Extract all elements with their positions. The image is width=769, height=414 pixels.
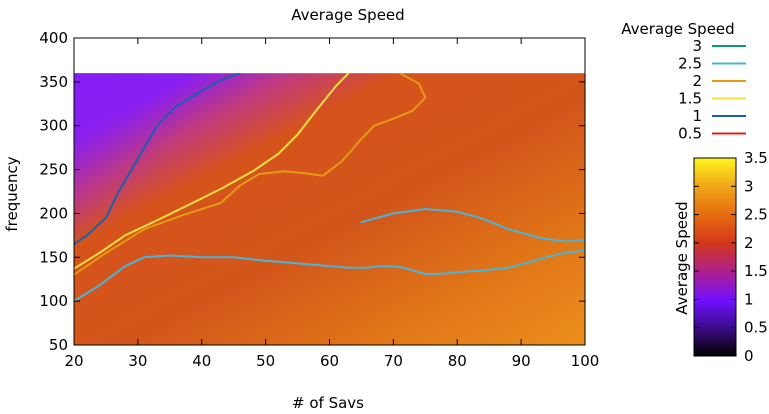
x-axis: 20 30 40 50 60 70 80 90 100 xyxy=(64,38,599,370)
heatmap-surface xyxy=(74,73,585,345)
x-tick-label: 100 xyxy=(571,352,600,370)
y-axis: 50 100 150 200 250 300 350 400 xyxy=(39,29,585,354)
y-tick-label: 300 xyxy=(39,117,68,135)
x-tick-label: 30 xyxy=(128,352,147,370)
contour-level-1-5 xyxy=(74,73,350,270)
contour-lines xyxy=(74,73,585,303)
colorbar-gradient xyxy=(693,157,737,357)
colorbar-tick-label: 0.5 xyxy=(744,319,768,337)
contour-level-2-5 xyxy=(74,249,585,303)
y-tick-label: 50 xyxy=(49,336,68,354)
y-tick-label: 200 xyxy=(39,204,68,222)
x-tick-label: 60 xyxy=(320,352,339,370)
colorbar-tick-label: 1.5 xyxy=(744,262,768,280)
heatmap-low-region xyxy=(74,73,269,305)
x-tick-label: 50 xyxy=(256,352,275,370)
plot-area: 20 30 40 50 60 70 80 90 100 50 100 150 200 250 300 350… xyxy=(39,29,599,370)
legend-entry-label: 2.5 xyxy=(678,55,702,73)
chart-title: Average Speed xyxy=(291,6,404,24)
colorbar-tick-label: 1 xyxy=(744,290,754,308)
contour-level-1 xyxy=(74,73,242,246)
colorbar-tick-label: 2.5 xyxy=(744,206,768,224)
legend-entry-label: 2 xyxy=(692,72,702,90)
colorbar-tick-label: 3.5 xyxy=(744,149,768,167)
x-tick-label: 90 xyxy=(512,352,531,370)
contour-level-2-5 xyxy=(360,208,585,243)
x-tick-label: 70 xyxy=(384,352,403,370)
colorbar-tick-label: 3 xyxy=(744,177,754,195)
legend: Average Speed 32.521.510.5 xyxy=(621,20,746,143)
contour-level-2 xyxy=(74,73,427,276)
colorbar-tick-label: 2 xyxy=(744,234,754,252)
x-tick-label: 40 xyxy=(192,352,211,370)
y-tick-label: 250 xyxy=(39,161,68,179)
colorbar: 0 0.5 1 1.5 2 2.5 3 3.5 Average Speed xyxy=(673,149,768,365)
colorbar-tick-label: 0 xyxy=(744,347,754,365)
legend-entry-label: 1 xyxy=(692,107,702,125)
y-tick-label: 400 xyxy=(39,29,68,47)
legend-entries: 32.521.510.5 xyxy=(678,37,746,143)
x-tick-label: 20 xyxy=(64,352,83,370)
y-tick-label: 100 xyxy=(39,292,68,310)
legend-entry-label: 3 xyxy=(692,37,702,55)
x-tick-label: 80 xyxy=(448,352,467,370)
legend-entry-label: 0.5 xyxy=(678,125,702,143)
y-axis-label: frequency xyxy=(3,156,21,231)
legend-entry-label: 1.5 xyxy=(678,90,702,108)
colorbar-label: Average Speed xyxy=(673,201,691,314)
legend-title: Average Speed xyxy=(621,20,734,38)
x-axis-label: # of Savs xyxy=(292,394,364,412)
colorbar-ticks: 0 0.5 1 1.5 2 2.5 3 3.5 xyxy=(694,149,768,365)
y-tick-label: 350 xyxy=(39,73,68,91)
y-tick-label: 150 xyxy=(39,248,68,266)
